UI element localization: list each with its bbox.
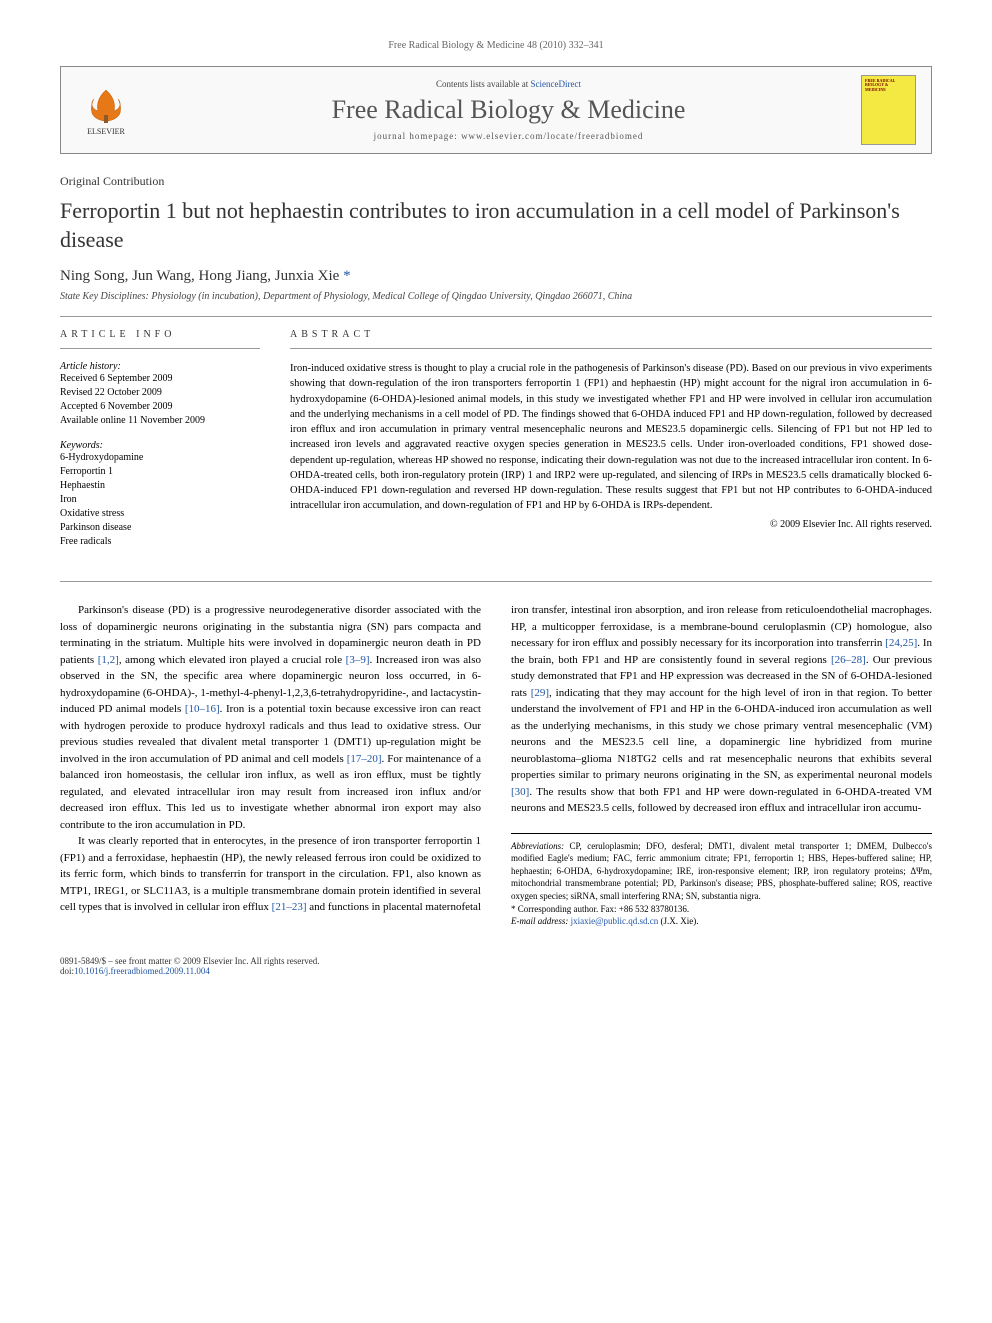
keyword: Iron: [60, 493, 260, 507]
article-type: Original Contribution: [60, 174, 932, 189]
footnotes: Abbreviations: CP, ceruloplasmin; DFO, d…: [511, 833, 932, 928]
homepage-prefix: journal homepage:: [374, 131, 461, 141]
divider: [290, 348, 932, 349]
keyword: Oxidative stress: [60, 507, 260, 521]
history-label: Article history:: [60, 361, 260, 372]
author-list: Ning Song, Jun Wang, Hong Jiang, Junxia …: [60, 268, 343, 284]
elsevier-tree-icon: [86, 85, 126, 125]
body-text-span: , among which elevated iron played a cru…: [119, 654, 346, 666]
history-line: Available online 11 November 2009: [60, 414, 260, 428]
authors: Ning Song, Jun Wang, Hong Jiang, Junxia …: [60, 268, 932, 285]
abstract-heading: abstract: [290, 329, 932, 340]
journal-homepage: journal homepage: www.elsevier.com/locat…: [156, 131, 861, 141]
citation-link[interactable]: [3–9]: [346, 654, 370, 666]
body-text-span: . The results show that both FP1 and HP …: [511, 786, 932, 815]
abstract-copyright: © 2009 Elsevier Inc. All rights reserved…: [290, 519, 932, 530]
abbrev-text: CP, ceruloplasmin; DFO, desferal; DMT1, …: [511, 841, 932, 901]
citation-link[interactable]: [26–28]: [831, 654, 866, 666]
citation-link[interactable]: [1,2]: [98, 654, 119, 666]
keyword: 6-Hydroxydopamine: [60, 451, 260, 465]
keyword: Hephaestin: [60, 479, 260, 493]
body-text-span: , indicating that they may account for t…: [511, 687, 932, 782]
journal-name: Free Radical Biology & Medicine: [156, 95, 861, 125]
homepage-url: www.elsevier.com/locate/freeradbiomed: [461, 131, 643, 141]
body-paragraph: Parkinson's disease (PD) is a progressiv…: [60, 602, 481, 833]
doi-prefix: doi:: [60, 966, 74, 976]
abbreviations: Abbreviations: CP, ceruloplasmin; DFO, d…: [511, 840, 932, 903]
journal-header: ELSEVIER Contents lists available at Sci…: [60, 66, 932, 154]
keywords-label: Keywords:: [60, 440, 260, 451]
sciencedirect-link[interactable]: ScienceDirect: [531, 79, 581, 89]
cover-line: MEDICINE: [865, 88, 912, 92]
article-info-heading: article info: [60, 329, 260, 340]
article-title: Ferroportin 1 but not hephaestin contrib…: [60, 197, 932, 254]
history-line: Received 6 September 2009: [60, 372, 260, 386]
history-line: Revised 22 October 2009: [60, 386, 260, 400]
affiliation: State Key Disciplines: Physiology (in in…: [60, 291, 932, 302]
corresponding-author: * Corresponding author. Fax: +86 532 837…: [511, 903, 932, 916]
abbrev-label: Abbreviations:: [511, 841, 564, 851]
citation-link[interactable]: [24,25]: [885, 637, 917, 649]
email-suffix: (J.X. Xie).: [658, 916, 698, 926]
history-line: Accepted 6 November 2009: [60, 400, 260, 414]
page-footer: 0891-5849/$ – see front matter © 2009 El…: [60, 956, 932, 976]
email-line: E-mail address: jxiaxie@public.qd.sd.cn …: [511, 915, 932, 928]
contents-prefix: Contents lists available at: [436, 79, 530, 89]
elsevier-logo: ELSEVIER: [76, 80, 136, 140]
email-label: E-mail address:: [511, 916, 571, 926]
divider: [60, 316, 932, 317]
citation-link[interactable]: [29]: [531, 687, 549, 699]
citation-link[interactable]: [30]: [511, 786, 529, 798]
citation-link[interactable]: [21–23]: [272, 901, 307, 913]
footer-copyright: 0891-5849/$ – see front matter © 2009 El…: [60, 956, 932, 966]
footer-doi: doi:10.1016/j.freeradbiomed.2009.11.004: [60, 966, 932, 976]
journal-cover-thumb: FREE RADICAL BIOLOGY & MEDICINE: [861, 75, 916, 145]
divider: [60, 348, 260, 349]
abstract-text: Iron-induced oxidative stress is thought…: [290, 361, 932, 513]
elsevier-label: ELSEVIER: [87, 127, 125, 136]
contents-link-line: Contents lists available at ScienceDirec…: [156, 79, 861, 89]
corresponding-mark-icon: *: [343, 268, 351, 284]
doi-link[interactable]: 10.1016/j.freeradbiomed.2009.11.004: [74, 966, 210, 976]
keyword: Free radicals: [60, 535, 260, 549]
keyword: Ferroportin 1: [60, 465, 260, 479]
running-head: Free Radical Biology & Medicine 48 (2010…: [60, 40, 932, 51]
keyword: Parkinson disease: [60, 521, 260, 535]
body-text: Parkinson's disease (PD) is a progressiv…: [60, 602, 932, 928]
divider: [60, 581, 932, 582]
email-link[interactable]: jxiaxie@public.qd.sd.cn: [571, 916, 659, 926]
citation-link[interactable]: [10–16]: [185, 703, 220, 715]
citation-link[interactable]: [17–20]: [347, 753, 382, 765]
